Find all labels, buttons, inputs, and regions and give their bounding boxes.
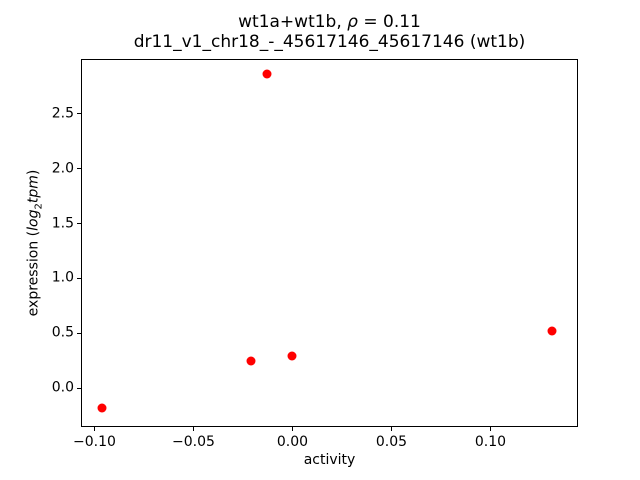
x-axis-label: activity <box>303 452 356 468</box>
scatter-point <box>246 356 256 366</box>
x-tick-label: 0.05 <box>375 434 408 450</box>
y-tick-mark <box>77 223 81 224</box>
plot-area: −0.10 −0.05 0.00 0.05 0.10 0.0 0.5 1.0 1.5 2.0 2.5 <box>52 59 578 450</box>
x-tick-mark <box>291 427 293 431</box>
y-tick-mark <box>77 387 81 389</box>
y-axis-label-italic: log <box>25 209 42 231</box>
x-tick-label: 0.10 <box>474 434 507 450</box>
chart-title-line-2-text: dr11_v1_chr18_-_45617146_45617146 (wt1b) <box>133 32 526 52</box>
chart-title-line-1-italic: ρ <box>347 12 358 32</box>
x-tick-mark <box>489 427 491 431</box>
y-tick-mark <box>77 113 81 115</box>
chart-title-line-2: dr11_v1_chr18_-_45617146_45617146 (wt1b) <box>81 32 578 52</box>
y-axis-label-text: ) <box>25 169 42 176</box>
x-tick-label: 0.00 <box>276 434 309 450</box>
x-tick-label: −0.10 <box>73 434 116 450</box>
y-axis-label-wrap: expression (log2tpm) <box>20 59 50 427</box>
y-axis-label-text: expression ( <box>25 230 42 317</box>
y-tick-label: 1.0 <box>51 269 74 286</box>
y-tick-mark <box>77 277 81 279</box>
chart-title-line-1-text: wt1a+wt1b, <box>238 12 348 32</box>
scatter-point <box>97 403 107 413</box>
y-tick-label: 2.0 <box>51 160 74 177</box>
y-axis-label: expression (log2tpm) <box>26 170 45 317</box>
y-tick-label: 0.0 <box>51 379 74 396</box>
y-axis-label-italic: tpm <box>25 175 42 204</box>
x-tick-mark <box>93 427 95 431</box>
y-tick-mark <box>77 332 81 334</box>
chart-title-line-1: wt1a+wt1b, ρ = 0.11 <box>81 12 578 32</box>
x-tick-mark <box>390 427 392 431</box>
scatter-point <box>547 326 557 336</box>
chart-title: wt1a+wt1b, ρ = 0.11 dr11_v1_chr18_-_45617… <box>81 12 578 52</box>
y-tick-label: 2.5 <box>51 105 74 122</box>
y-tick-mark <box>77 168 81 170</box>
y-tick-label: 1.5 <box>51 215 74 231</box>
x-tick-mark <box>192 427 194 431</box>
scatter-point <box>287 351 297 361</box>
y-tick-label: 0.5 <box>51 324 74 341</box>
scatter-point <box>262 69 272 79</box>
chart-title-line-1-text: = 0.11 <box>357 12 421 32</box>
x-tick-label: −0.05 <box>172 434 215 450</box>
y-axis-label-sub: 2 <box>33 203 45 210</box>
